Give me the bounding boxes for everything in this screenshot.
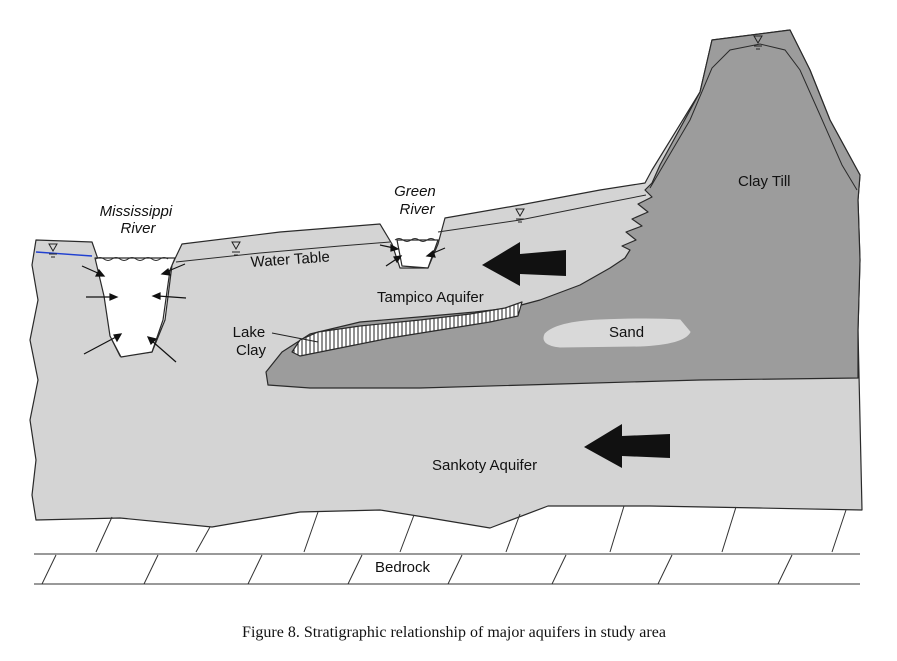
sand-label: Sand bbox=[609, 324, 644, 341]
water-table-symbol-icon bbox=[48, 243, 58, 258]
lake-clay-label: Lake Clay bbox=[233, 324, 270, 359]
lake-clay-leader bbox=[271, 332, 319, 343]
water-table-label: Water Table bbox=[250, 249, 330, 271]
green-water-surface bbox=[394, 238, 436, 242]
mississippi-water-surface bbox=[95, 257, 169, 261]
clay-till-water-table-line bbox=[649, 43, 858, 191]
seepage-arrow-icon bbox=[81, 263, 187, 363]
lake-clay-lens bbox=[291, 301, 523, 357]
mississippi-river-channel bbox=[94, 257, 176, 358]
bedrock-label: Bedrock bbox=[375, 559, 431, 576]
seepage-arrow-icon bbox=[379, 243, 446, 267]
bedrock-label-bg bbox=[370, 557, 440, 579]
green-river-label: Green River bbox=[394, 183, 440, 218]
water-table-line-east bbox=[437, 194, 647, 233]
flow-arrow-icon bbox=[482, 242, 566, 286]
water-table-line bbox=[175, 241, 391, 263]
water-table-symbol-icon bbox=[231, 241, 241, 256]
bedrock-unit bbox=[34, 505, 860, 585]
west-water-line bbox=[35, 251, 93, 257]
sand-lens bbox=[543, 318, 691, 348]
clay-till-unit bbox=[265, 29, 861, 389]
tampico-aquifer-label: Tampico Aquifer bbox=[377, 289, 484, 306]
water-table-symbol-icon bbox=[515, 208, 525, 223]
figure-caption: Figure 8. Stratigraphic relationship of … bbox=[242, 624, 666, 641]
mississippi-river-label: Mississippi River bbox=[100, 203, 177, 237]
water-table-symbol-icon bbox=[753, 35, 763, 50]
flow-arrow-icon bbox=[584, 424, 670, 468]
clay-till-label: Clay Till bbox=[738, 173, 791, 190]
sankoty-aquifer-label: Sankoty Aquifer bbox=[432, 457, 537, 474]
